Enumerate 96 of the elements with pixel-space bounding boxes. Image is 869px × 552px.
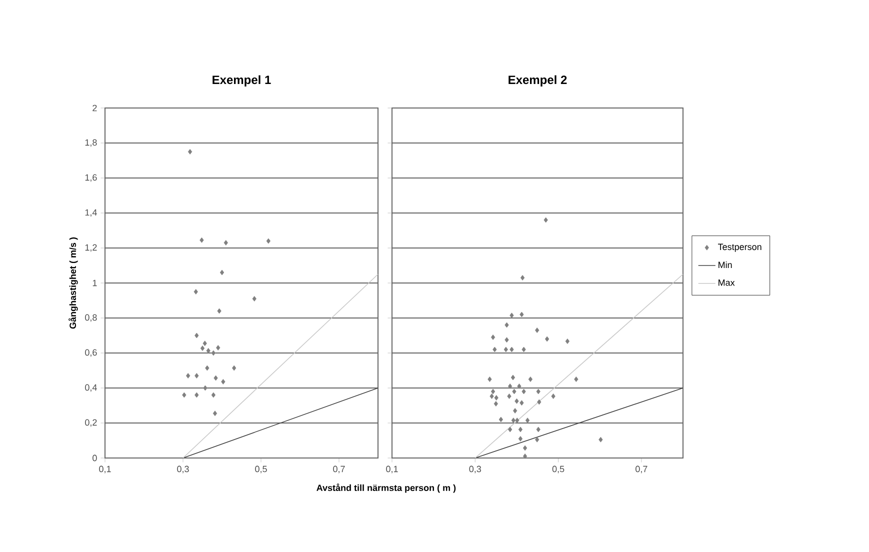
point [224, 240, 228, 246]
x-tick-label: 0,3 [177, 466, 189, 474]
point [498, 416, 503, 422]
point [504, 337, 509, 343]
point [202, 340, 207, 346]
point [520, 275, 525, 280]
point [194, 392, 199, 398]
point [536, 426, 540, 432]
point [510, 346, 514, 352]
x-tick-label: 0,7 [636, 466, 648, 474]
chart-title: Exempel 1 [212, 75, 271, 86]
point [536, 388, 540, 394]
y-tick-label: 0,2 [85, 419, 97, 427]
point [535, 436, 540, 442]
point [517, 384, 522, 389]
point [252, 296, 256, 302]
point [518, 426, 523, 432]
point [212, 410, 218, 416]
point [206, 348, 210, 354]
point [211, 392, 216, 398]
point [217, 308, 222, 314]
point [514, 398, 519, 404]
y-tick-label: 0,8 [85, 314, 97, 322]
point [520, 312, 524, 318]
y-tick-label: 0,4 [85, 384, 97, 392]
point [216, 345, 220, 350]
point [194, 289, 198, 294]
x-tick-label: 0,1 [386, 466, 398, 474]
point [205, 365, 210, 371]
point [535, 328, 540, 333]
x-tick-label: 0,7 [333, 466, 345, 474]
point [490, 334, 496, 340]
point [508, 426, 512, 432]
point [232, 365, 236, 371]
point [203, 385, 208, 391]
point [200, 237, 204, 243]
point [211, 350, 216, 356]
point [565, 338, 570, 344]
point [490, 388, 496, 394]
y-tick-label: 0 [92, 454, 97, 462]
point [194, 332, 199, 338]
point [488, 376, 492, 382]
point [551, 394, 556, 399]
point [490, 394, 494, 399]
y-tick-label: 2 [92, 104, 97, 112]
point [544, 336, 550, 342]
x-tick-label: 0,5 [552, 466, 564, 474]
point [492, 346, 497, 352]
point [512, 388, 516, 394]
point [266, 238, 270, 244]
point [186, 373, 190, 378]
y-tick-label: 1,4 [85, 209, 97, 217]
point [200, 346, 205, 351]
point [188, 149, 192, 154]
point [544, 217, 548, 223]
point [194, 373, 199, 378]
x-tick-label: 0,1 [99, 466, 111, 474]
point [182, 392, 186, 398]
point [510, 374, 516, 380]
point [214, 375, 218, 381]
y-tick-label: 0,6 [85, 349, 97, 357]
point [537, 399, 542, 405]
point [574, 376, 578, 382]
point [522, 346, 526, 352]
x-tick-label: 0,5 [255, 466, 267, 474]
point [522, 388, 526, 394]
point [512, 408, 518, 414]
point [518, 436, 523, 442]
point [504, 346, 508, 352]
point [598, 436, 603, 442]
chart-title: Exempel 2 [508, 75, 567, 86]
legend-label: Testperson [718, 244, 762, 252]
y-axis-title: Gånghastighet ( m/s ) [68, 237, 78, 329]
point [507, 394, 512, 399]
x-tick-label: 0,3 [469, 466, 482, 474]
point [494, 401, 498, 406]
point [525, 418, 530, 424]
point [504, 322, 509, 328]
point [220, 270, 224, 276]
point [511, 418, 516, 424]
point [510, 312, 514, 318]
y-tick-label: 1,2 [85, 244, 97, 252]
y-tick-label: 1,6 [85, 174, 97, 182]
legend-label: Min [718, 261, 732, 268]
x-axis-title: Avstånd till närmsta person ( m ) [316, 484, 456, 493]
point [522, 445, 528, 451]
point [508, 384, 512, 389]
point [520, 400, 524, 406]
point [494, 395, 498, 400]
y-tick-label: 1 [92, 280, 97, 286]
point [221, 379, 226, 384]
point [515, 418, 520, 424]
point [522, 454, 528, 459]
point [528, 376, 533, 382]
y-tick-label: 1,8 [85, 139, 97, 147]
legend-label: Max [718, 280, 735, 286]
